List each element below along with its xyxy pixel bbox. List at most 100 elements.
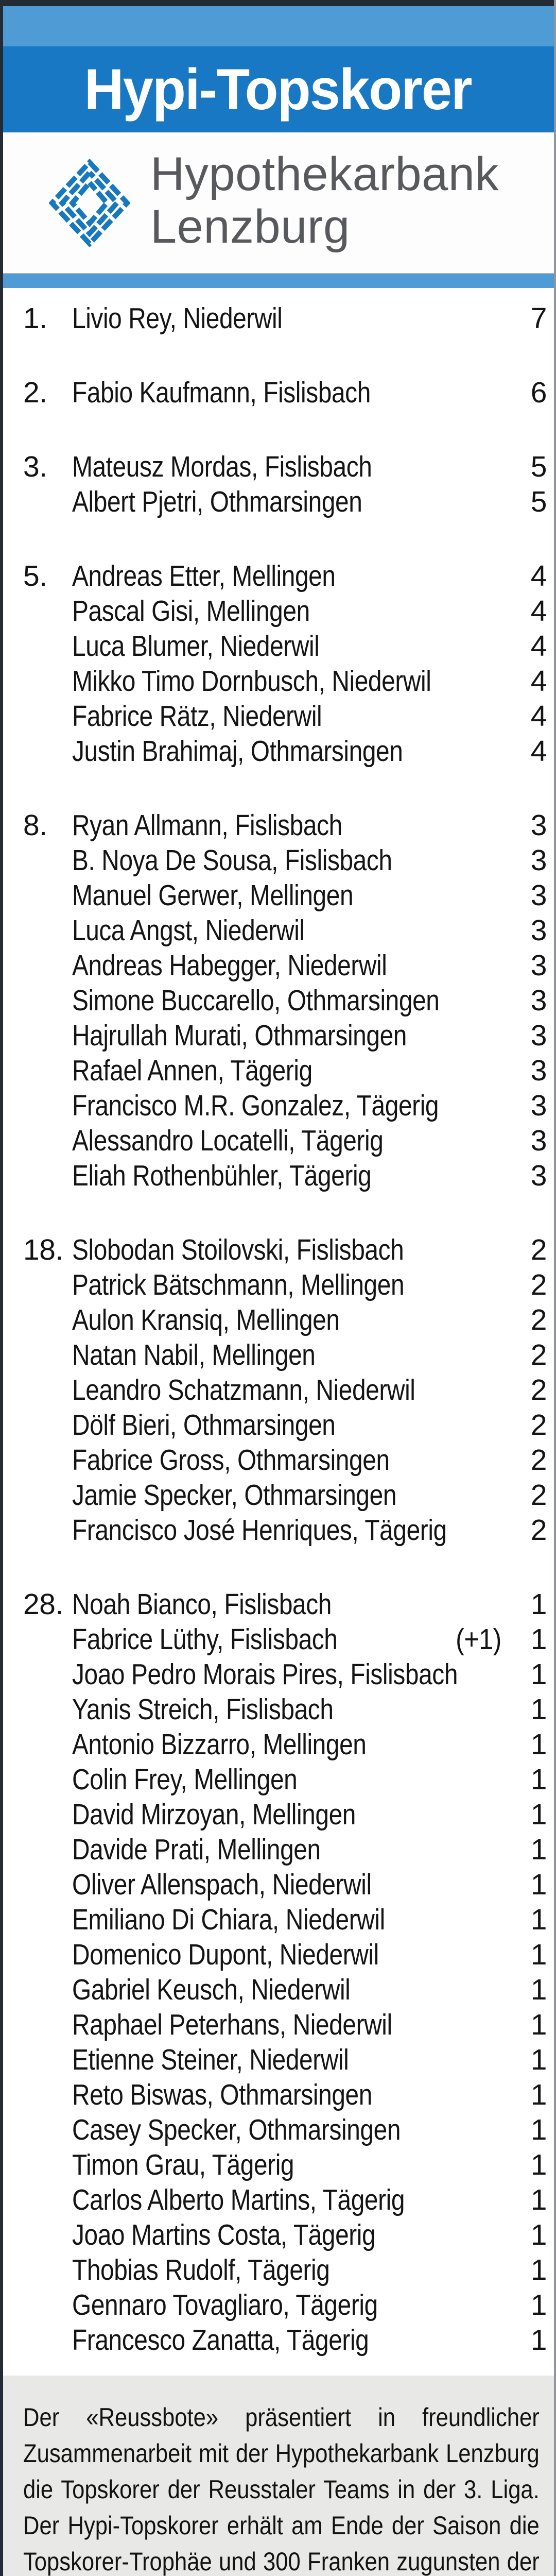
rank-group: 2. Fabio KaufmannFislisbach 6 — [23, 376, 547, 411]
player-name: Fabrice LüthyFislisbach — [72, 1622, 389, 1656]
list-item: Leandro SchatzmannNiederwil 2 — [23, 1373, 547, 1408]
player-name: Francesco ZanattaTägerig — [72, 2323, 440, 2357]
player-score: 1 — [530, 1938, 547, 1971]
player-name: Emiliano Di ChiaraNiederwil — [72, 1903, 440, 1937]
player-score: 5 — [530, 450, 547, 483]
rank-number: 28. — [23, 1588, 63, 1621]
player-name: Reto BiswasOthmarsingen — [72, 2078, 440, 2112]
footer-info-box: Der «Reussbote» präsentiert in freundlic… — [0, 2376, 556, 2576]
player-score: 1 — [530, 1658, 547, 1691]
list-item: Mikko Timo DornbuschNiederwil 4 — [23, 664, 547, 699]
player-name: Pascal GisiMellingen — [72, 594, 440, 628]
list-item: 1. Livio ReyNiederwil 7 — [23, 301, 547, 336]
player-name: Albert PjetriOthmarsingen — [72, 485, 440, 519]
player-name: Domenico DupontNiederwil — [72, 1938, 440, 1972]
player-score: 1 — [530, 2324, 547, 2357]
footer-description: Der «Reussbote» präsentiert in freundlic… — [23, 2403, 540, 2576]
header-top-band — [0, 6, 556, 46]
player-name: Manuel GerwerMellingen — [72, 878, 440, 912]
list-item: David MirzoyanMellingen 1 — [23, 1798, 547, 1833]
list-item: 18. Slobodan StoilovskiFislisbach 2 — [23, 1233, 547, 1268]
rank-number: 18. — [23, 1233, 63, 1266]
player-name: Andreas HabeggerNiederwil — [72, 948, 440, 982]
player-score: 1 — [530, 1588, 547, 1621]
rank-group: 3. Mateusz MordasFislisbach 5 Albert Pje… — [23, 450, 547, 520]
player-score: 1 — [530, 1728, 547, 1761]
rank-number: 2. — [23, 376, 47, 409]
bank-wordmark: Hypothekarbank Lenzburg — [150, 148, 499, 253]
list-item: Antonio BizzarroMellingen 1 — [23, 1727, 547, 1762]
player-name: Eliah RothenbühlerTägerig — [72, 1159, 440, 1193]
list-item: 3. Mateusz MordasFislisbach 5 — [23, 450, 547, 485]
player-name: Antonio BizzarroMellingen — [72, 1727, 440, 1761]
player-score: 1 — [530, 2183, 547, 2216]
player-score: 3 — [530, 949, 547, 982]
player-score: 3 — [530, 1159, 547, 1192]
player-name: Thobias RudolfTägerig — [72, 2253, 440, 2287]
player-score: 2 — [530, 1233, 547, 1266]
list-item: Albert PjetriOthmarsingen 5 — [23, 485, 547, 520]
list-item: Davide PratiMellingen 1 — [23, 1833, 547, 1868]
divider-stripe — [0, 273, 556, 288]
list-item: Oliver AllenspachNiederwil 1 — [23, 1868, 547, 1903]
player-score: 1 — [530, 2253, 547, 2286]
list-item: Colin FreyMellingen 1 — [23, 1762, 547, 1798]
list-item: Eliah RothenbühlerTägerig 3 — [23, 1159, 547, 1194]
player-score: 1 — [530, 2148, 547, 2181]
player-name: Simone BuccarelloOthmarsingen — [72, 984, 440, 1018]
player-score: 1 — [530, 2078, 547, 2111]
player-name: Carlos Alberto MartinsTägerig — [72, 2183, 440, 2217]
list-item: Raphael PeterhansNiederwil 1 — [23, 2008, 547, 2043]
player-score: 4 — [530, 560, 547, 592]
player-name: Gabriel KeuschNiederwil — [72, 1973, 440, 2007]
player-name: Jamie SpeckerOthmarsingen — [72, 1478, 440, 1512]
player-score: 2 — [530, 1514, 547, 1547]
score-note: (+1) — [456, 1623, 501, 1656]
list-item: Timon GrauTägerig 1 — [23, 2148, 547, 2183]
topscorer-list: 1. Livio ReyNiederwil 7 2. Fabio Kaufman… — [0, 288, 556, 2376]
player-name: Slobodan StoilovskiFislisbach — [72, 1233, 440, 1267]
list-item: Reto BiswasOthmarsingen 1 — [23, 2078, 547, 2113]
player-score: 3 — [530, 879, 547, 912]
player-score: 4 — [530, 735, 547, 768]
player-score: 7 — [530, 302, 547, 335]
list-item: B. Noya De SousaFislisbach 3 — [23, 843, 547, 878]
player-name: Mikko Timo DornbuschNiederwil — [72, 664, 440, 698]
player-name: Alessandro LocatelliTägerig — [72, 1124, 440, 1158]
player-score: 2 — [530, 1479, 547, 1512]
player-score: 1 — [530, 1623, 547, 1656]
player-name: Yanis StreichFislisbach — [72, 1692, 440, 1726]
list-item: Francisco José HenriquesTägerig 2 — [23, 1513, 547, 1548]
list-item: Joao Martins CostaTägerig 1 — [23, 2218, 547, 2253]
player-name: Colin FreyMellingen — [72, 1762, 440, 1797]
player-score: 1 — [530, 2113, 547, 2146]
player-name: Fabio KaufmannFislisbach — [72, 376, 440, 410]
player-score: 3 — [530, 1124, 547, 1157]
player-name: Oliver AllenspachNiederwil — [72, 1868, 440, 1902]
list-item: Gabriel KeuschNiederwil 1 — [23, 1973, 547, 2008]
rank-number: 8. — [23, 809, 47, 842]
player-name: Timon GrauTägerig — [72, 2148, 440, 2182]
list-item: Fabrice GrossOthmarsingen 2 — [23, 1443, 547, 1478]
list-item: Jamie SpeckerOthmarsingen 2 — [23, 1478, 547, 1513]
list-item: Francisco M.R. GonzalezTägerig 3 — [23, 1089, 547, 1124]
rank-group: 18. Slobodan StoilovskiFislisbach 2 Patr… — [23, 1233, 547, 1548]
player-score: 3 — [530, 1089, 547, 1122]
player-score: 2 — [530, 1374, 547, 1406]
list-item: Hajrullah MuratiOthmarsingen 3 — [23, 1019, 547, 1054]
player-name: Patrick BätschmannMellingen — [72, 1268, 440, 1302]
player-name: Etienne SteinerNiederwil — [72, 2043, 440, 2077]
player-name: Justin BrahimajOthmarsingen — [72, 734, 440, 768]
player-score: 1 — [530, 1868, 547, 1901]
player-score: 4 — [530, 595, 547, 628]
player-score: 1 — [530, 1903, 547, 1936]
hbl-diamond-logo-icon — [49, 159, 130, 247]
list-item: Rafael AnnenTägerig 3 — [23, 1054, 547, 1089]
player-score: 2 — [530, 1303, 547, 1336]
player-name: Davide PratiMellingen — [72, 1833, 440, 1867]
player-name: B. Noya De SousaFislisbach — [72, 843, 440, 877]
list-item: 2. Fabio KaufmannFislisbach 6 — [23, 376, 547, 411]
player-name: Mateusz MordasFislisbach — [72, 450, 440, 484]
player-score: 1 — [530, 2008, 547, 2041]
